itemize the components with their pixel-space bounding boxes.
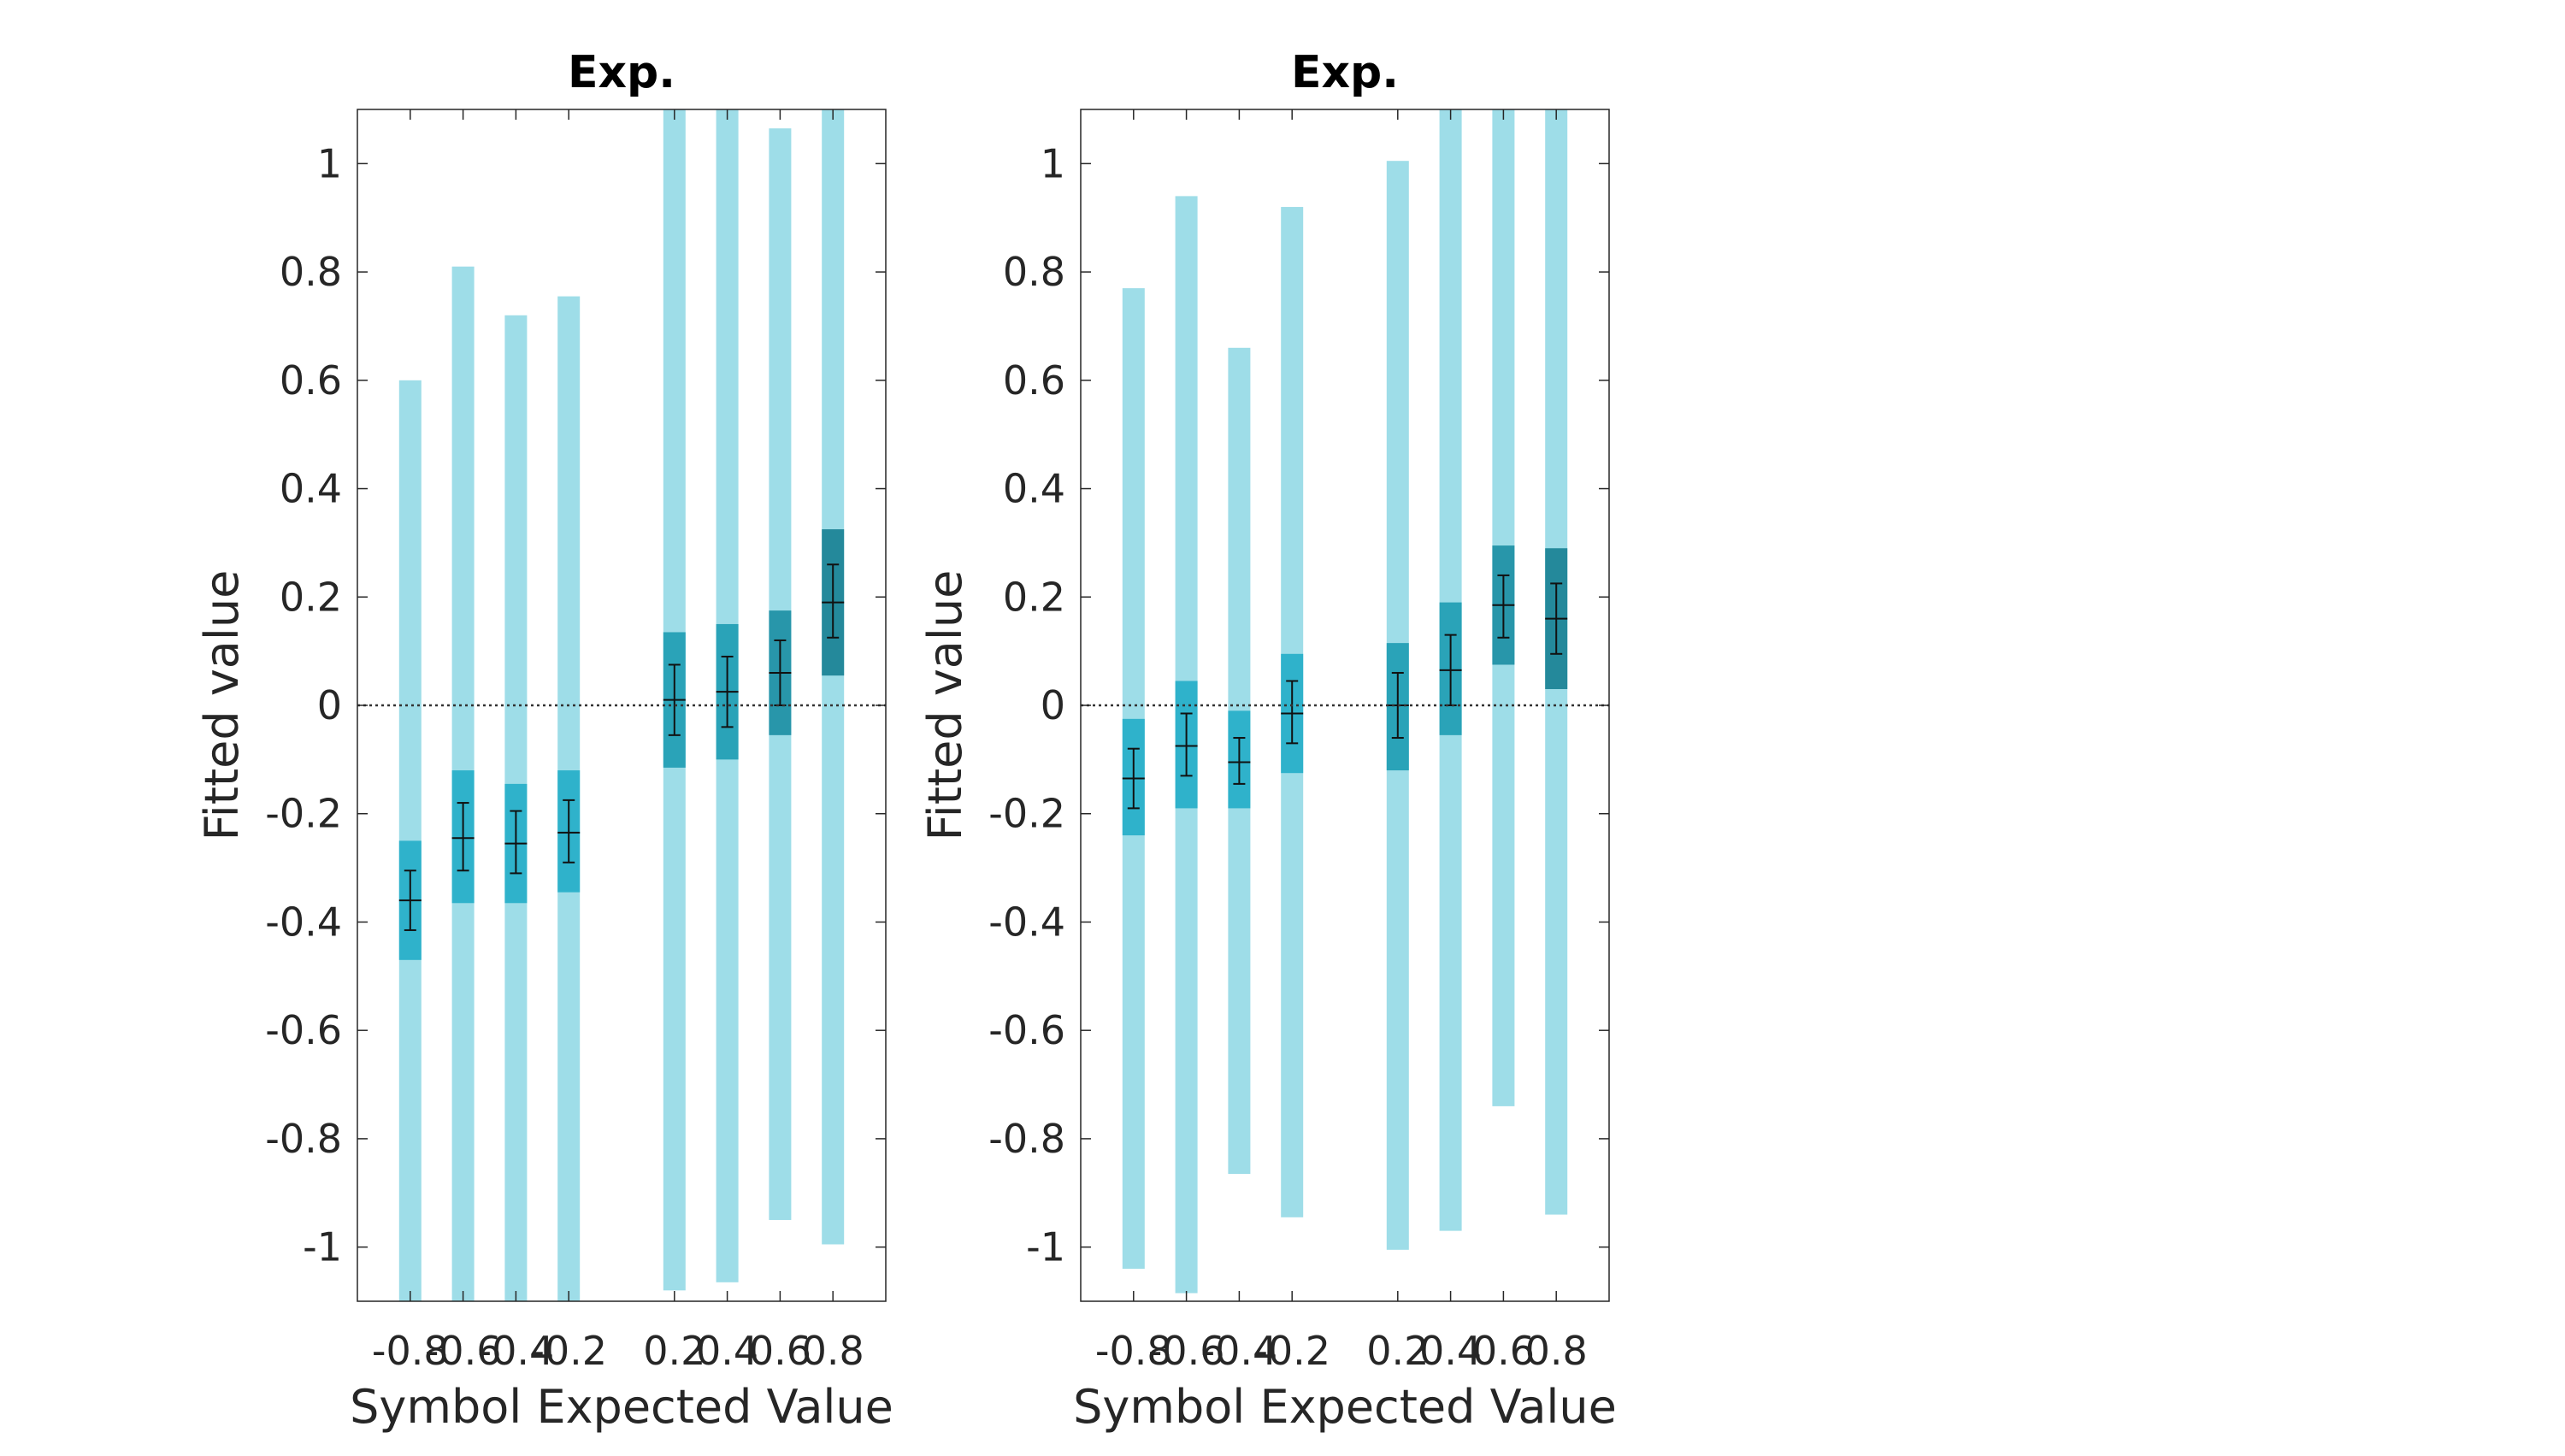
y-tick-label: -0.8 xyxy=(265,1116,342,1162)
y-tick-label: -0.8 xyxy=(988,1116,1065,1162)
y-tick-label: 0.6 xyxy=(1003,357,1065,404)
y-tick-label: -0.6 xyxy=(988,1007,1065,1053)
y-tick-label: 1 xyxy=(317,140,342,186)
x-tick-label: -0.8 xyxy=(1095,1328,1172,1374)
x-tick-label: 0.6 xyxy=(1472,1328,1535,1374)
x-tick-label: -0.8 xyxy=(372,1328,449,1374)
y-tick-label: -1 xyxy=(1026,1224,1065,1270)
x-tick-label: 0.6 xyxy=(749,1328,811,1374)
x-tick-label: 0.8 xyxy=(802,1328,864,1374)
x-axis-label: Symbol Expected Value xyxy=(350,1380,893,1434)
y-tick-label: 0.6 xyxy=(280,357,342,404)
y-tick-label: 1 xyxy=(1041,140,1065,186)
y-tick-label: 0.4 xyxy=(1003,466,1065,512)
y-tick-label: -0.2 xyxy=(988,791,1065,837)
x-tick-label: -0.4 xyxy=(1201,1328,1278,1374)
x-tick-label: 0.8 xyxy=(1525,1328,1588,1374)
x-tick-label: -0.2 xyxy=(530,1328,607,1374)
outer-interval-bar xyxy=(822,109,845,1245)
y-tick-label: -1 xyxy=(303,1224,342,1270)
x-tick-label: -0.6 xyxy=(425,1328,502,1374)
x-tick-label: -0.2 xyxy=(1253,1328,1330,1374)
chart-title: Exp. xyxy=(1291,47,1399,98)
x-tick-label: 0.2 xyxy=(1366,1328,1429,1374)
y-tick-label: 0.4 xyxy=(280,466,342,512)
y-tick-label: 0 xyxy=(317,682,342,728)
y-tick-label: 0.8 xyxy=(1003,249,1065,295)
y-axis-label: Fitted value xyxy=(918,570,972,841)
x-tick-label: 0.4 xyxy=(696,1328,758,1374)
y-tick-label: -0.4 xyxy=(988,899,1065,945)
chart-panel-2: -1-0.8-0.6-0.4-0.200.20.40.60.81-0.8-0.6… xyxy=(918,47,1617,1434)
y-axis-label: Fitted value xyxy=(195,570,249,841)
y-tick-label: 0 xyxy=(1041,682,1065,728)
x-axis-label: Symbol Expected Value xyxy=(1073,1380,1617,1434)
chart-panel-1: -1-0.8-0.6-0.4-0.200.20.40.60.81-0.8-0.6… xyxy=(195,47,893,1434)
y-tick-label: -0.2 xyxy=(265,791,342,837)
chart-title: Exp. xyxy=(568,47,675,98)
y-tick-label: 0.8 xyxy=(280,249,342,295)
y-tick-label: -0.4 xyxy=(265,899,342,945)
y-tick-label: 0.2 xyxy=(1003,574,1065,620)
x-tick-label: -0.4 xyxy=(478,1328,555,1374)
x-tick-label: 0.2 xyxy=(643,1328,705,1374)
y-tick-label: 0.2 xyxy=(280,574,342,620)
x-tick-label: -0.6 xyxy=(1148,1328,1225,1374)
x-tick-label: 0.4 xyxy=(1419,1328,1482,1374)
y-tick-label: -0.6 xyxy=(265,1007,342,1053)
